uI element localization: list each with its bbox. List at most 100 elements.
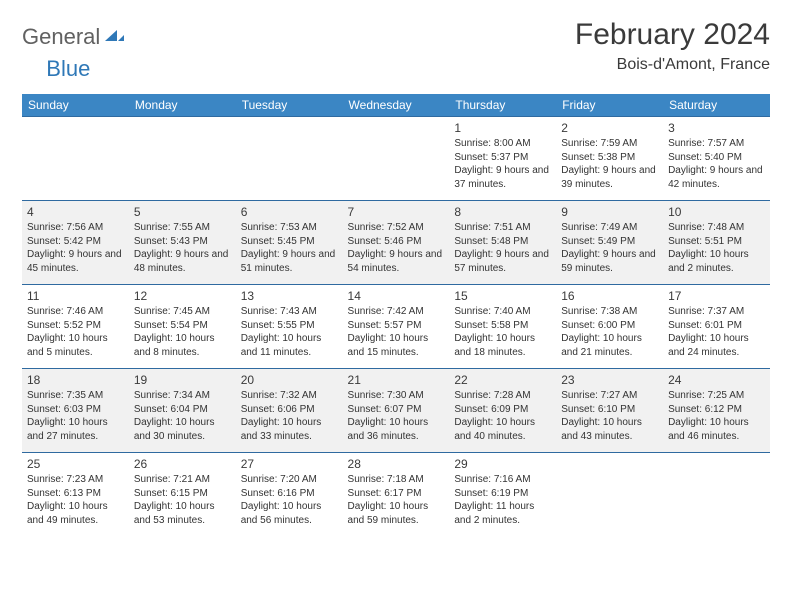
- col-tuesday: Tuesday: [236, 94, 343, 117]
- sunset-line: Sunset: 5:45 PM: [241, 235, 338, 249]
- sunset-line: Sunset: 5:37 PM: [454, 151, 551, 165]
- day-number: 11: [27, 288, 124, 304]
- sunset-line: Sunset: 6:03 PM: [27, 403, 124, 417]
- logo-text-general: General: [22, 24, 100, 50]
- calendar-cell: [236, 117, 343, 201]
- calendar-cell: 6Sunrise: 7:53 AMSunset: 5:45 PMDaylight…: [236, 201, 343, 285]
- daylight-line: Daylight: 10 hours and 18 minutes.: [454, 332, 551, 359]
- calendar-cell: 26Sunrise: 7:21 AMSunset: 6:15 PMDayligh…: [129, 453, 236, 537]
- sunset-line: Sunset: 5:40 PM: [668, 151, 765, 165]
- calendar-cell: 12Sunrise: 7:45 AMSunset: 5:54 PMDayligh…: [129, 285, 236, 369]
- sunrise-line: Sunrise: 7:34 AM: [134, 389, 231, 403]
- calendar-cell: [22, 117, 129, 201]
- sunrise-line: Sunrise: 7:46 AM: [27, 305, 124, 319]
- daylight-line: Daylight: 10 hours and 43 minutes.: [561, 416, 658, 443]
- day-number: 7: [348, 204, 445, 220]
- col-sunday: Sunday: [22, 94, 129, 117]
- sunset-line: Sunset: 6:00 PM: [561, 319, 658, 333]
- col-friday: Friday: [556, 94, 663, 117]
- calendar-cell: 23Sunrise: 7:27 AMSunset: 6:10 PMDayligh…: [556, 369, 663, 453]
- day-number: 1: [454, 120, 551, 136]
- calendar-week-row: 1Sunrise: 8:00 AMSunset: 5:37 PMDaylight…: [22, 117, 770, 201]
- day-number: 25: [27, 456, 124, 472]
- sunset-line: Sunset: 5:42 PM: [27, 235, 124, 249]
- day-number: 29: [454, 456, 551, 472]
- daylight-line: Daylight: 10 hours and 2 minutes.: [668, 248, 765, 275]
- sunrise-line: Sunrise: 7:48 AM: [668, 221, 765, 235]
- logo: General: [22, 18, 127, 50]
- sunrise-line: Sunrise: 7:25 AM: [668, 389, 765, 403]
- day-number: 9: [561, 204, 658, 220]
- day-number: 28: [348, 456, 445, 472]
- day-number: 20: [241, 372, 338, 388]
- daylight-line: Daylight: 10 hours and 15 minutes.: [348, 332, 445, 359]
- day-number: 23: [561, 372, 658, 388]
- calendar-cell: [129, 117, 236, 201]
- sunset-line: Sunset: 6:09 PM: [454, 403, 551, 417]
- day-number: 6: [241, 204, 338, 220]
- sunrise-line: Sunrise: 8:00 AM: [454, 137, 551, 151]
- calendar-cell: 28Sunrise: 7:18 AMSunset: 6:17 PMDayligh…: [343, 453, 450, 537]
- sunrise-line: Sunrise: 7:45 AM: [134, 305, 231, 319]
- sunrise-line: Sunrise: 7:55 AM: [134, 221, 231, 235]
- calendar-cell: 21Sunrise: 7:30 AMSunset: 6:07 PMDayligh…: [343, 369, 450, 453]
- sunset-line: Sunset: 5:48 PM: [454, 235, 551, 249]
- month-title: February 2024: [575, 18, 770, 52]
- col-monday: Monday: [129, 94, 236, 117]
- daylight-line: Daylight: 10 hours and 30 minutes.: [134, 416, 231, 443]
- sunrise-line: Sunrise: 7:38 AM: [561, 305, 658, 319]
- day-number: 5: [134, 204, 231, 220]
- calendar-cell: [663, 453, 770, 537]
- daylight-line: Daylight: 10 hours and 59 minutes.: [348, 500, 445, 527]
- daylight-line: Daylight: 9 hours and 59 minutes.: [561, 248, 658, 275]
- day-number: 18: [27, 372, 124, 388]
- sunrise-line: Sunrise: 7:40 AM: [454, 305, 551, 319]
- daylight-line: Daylight: 10 hours and 21 minutes.: [561, 332, 658, 359]
- daylight-line: Daylight: 9 hours and 39 minutes.: [561, 164, 658, 191]
- calendar-cell: 7Sunrise: 7:52 AMSunset: 5:46 PMDaylight…: [343, 201, 450, 285]
- calendar-cell: 19Sunrise: 7:34 AMSunset: 6:04 PMDayligh…: [129, 369, 236, 453]
- daylight-line: Daylight: 10 hours and 46 minutes.: [668, 416, 765, 443]
- sunset-line: Sunset: 6:15 PM: [134, 487, 231, 501]
- daylight-line: Daylight: 10 hours and 53 minutes.: [134, 500, 231, 527]
- daylight-line: Daylight: 10 hours and 5 minutes.: [27, 332, 124, 359]
- daylight-line: Daylight: 9 hours and 42 minutes.: [668, 164, 765, 191]
- sunset-line: Sunset: 5:46 PM: [348, 235, 445, 249]
- day-number: 10: [668, 204, 765, 220]
- col-thursday: Thursday: [449, 94, 556, 117]
- sunrise-line: Sunrise: 7:21 AM: [134, 473, 231, 487]
- calendar-cell: 15Sunrise: 7:40 AMSunset: 5:58 PMDayligh…: [449, 285, 556, 369]
- col-saturday: Saturday: [663, 94, 770, 117]
- daylight-line: Daylight: 10 hours and 27 minutes.: [27, 416, 124, 443]
- calendar-cell: 18Sunrise: 7:35 AMSunset: 6:03 PMDayligh…: [22, 369, 129, 453]
- sunset-line: Sunset: 6:04 PM: [134, 403, 231, 417]
- sunrise-line: Sunrise: 7:53 AM: [241, 221, 338, 235]
- location-label: Bois-d'Amont, France: [575, 56, 770, 74]
- day-number: 22: [454, 372, 551, 388]
- calendar-cell: 24Sunrise: 7:25 AMSunset: 6:12 PMDayligh…: [663, 369, 770, 453]
- sunrise-line: Sunrise: 7:37 AM: [668, 305, 765, 319]
- daylight-line: Daylight: 10 hours and 49 minutes.: [27, 500, 124, 527]
- day-number: 4: [27, 204, 124, 220]
- daylight-line: Daylight: 9 hours and 48 minutes.: [134, 248, 231, 275]
- sunset-line: Sunset: 5:43 PM: [134, 235, 231, 249]
- sunrise-line: Sunrise: 7:28 AM: [454, 389, 551, 403]
- daylight-line: Daylight: 10 hours and 11 minutes.: [241, 332, 338, 359]
- calendar-cell: 8Sunrise: 7:51 AMSunset: 5:48 PMDaylight…: [449, 201, 556, 285]
- sunrise-line: Sunrise: 7:27 AM: [561, 389, 658, 403]
- daylight-line: Daylight: 10 hours and 33 minutes.: [241, 416, 338, 443]
- calendar-week-row: 25Sunrise: 7:23 AMSunset: 6:13 PMDayligh…: [22, 453, 770, 537]
- sunset-line: Sunset: 5:49 PM: [561, 235, 658, 249]
- sunset-line: Sunset: 6:16 PM: [241, 487, 338, 501]
- daylight-line: Daylight: 9 hours and 45 minutes.: [27, 248, 124, 275]
- daylight-line: Daylight: 9 hours and 57 minutes.: [454, 248, 551, 275]
- sunset-line: Sunset: 6:19 PM: [454, 487, 551, 501]
- day-number: 16: [561, 288, 658, 304]
- calendar-cell: 13Sunrise: 7:43 AMSunset: 5:55 PMDayligh…: [236, 285, 343, 369]
- sunrise-line: Sunrise: 7:18 AM: [348, 473, 445, 487]
- day-number: 2: [561, 120, 658, 136]
- daylight-line: Daylight: 10 hours and 8 minutes.: [134, 332, 231, 359]
- sunrise-line: Sunrise: 7:42 AM: [348, 305, 445, 319]
- daylight-line: Daylight: 9 hours and 37 minutes.: [454, 164, 551, 191]
- calendar-cell: [556, 453, 663, 537]
